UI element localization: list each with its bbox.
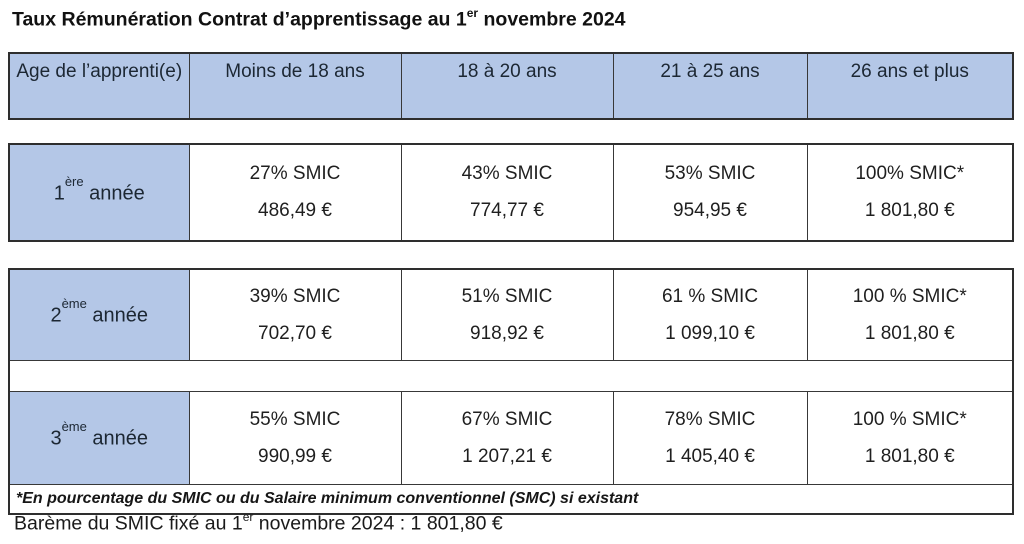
euro-amount: 918,92 € [470, 322, 544, 344]
bareme-suffix: novembre 2024 : 1 801,80 € [253, 512, 503, 535]
smic-percent: 78% SMIC [664, 408, 756, 430]
smic-percent: 100% SMIC* [855, 163, 965, 184]
year-superscript: ème [61, 296, 87, 312]
euro-amount: 990,99 € [258, 445, 332, 467]
table-row-year2: 2ème année 39% SMIC 702,70 € 51% SMIC 918,… [8, 268, 1014, 361]
cell-y1-18-20: 43% SMIC 774,77 € [400, 143, 614, 242]
smic-percent: 27% SMIC [249, 163, 341, 184]
row-label-year3: 3ème année [8, 391, 190, 485]
year-number: 1 [53, 182, 65, 205]
cell-y1-26plus: 100% SMIC* 1 801,80 € [806, 143, 1014, 242]
cell-y1-under18: 27% SMIC 486,49 € [188, 143, 402, 242]
spacer-row [8, 360, 1014, 392]
header-cell-18-20: 18 à 20 ans [400, 52, 614, 120]
header-cell-age: Age de l’apprenti(e) [8, 52, 190, 120]
cell-y3-26plus: 100 % SMIC* 1 801,80 € [806, 391, 1014, 485]
page-title: Taux Rémunération Contrat d’apprentissag… [12, 6, 626, 32]
smic-percent: 100 % SMIC* [852, 285, 967, 307]
euro-amount: 1 801,80 € [864, 445, 955, 467]
smic-percent: 53% SMIC [664, 163, 756, 184]
title-text: Taux Rémunération Contrat d’apprentissag… [12, 8, 456, 31]
header-cell-under18: Moins de 18 ans [188, 52, 402, 120]
spacer-cell [8, 360, 1014, 392]
year1-table: 1ère année 27% SMIC 486,49 € 43% SMIC 774,… [8, 143, 1014, 242]
header-row: Age de l’apprenti(e) Moins de 18 ans 18 … [8, 52, 1014, 120]
smic-percent: 61 % SMIC [661, 285, 759, 307]
year-superscript: ème [61, 419, 87, 435]
cell-y2-18-20: 51% SMIC 918,92 € [400, 268, 614, 361]
footnote-row: *En pourcentage du SMIC ou du Salaire mi… [8, 484, 1014, 515]
year-number: 2 [50, 304, 62, 327]
header-cell-26plus: 26 ans et plus [806, 52, 1014, 120]
title-superscript: er [466, 6, 479, 20]
euro-amount: 1 099,10 € [665, 322, 755, 344]
year-word: année [86, 427, 149, 450]
cell-y2-21-25: 61 % SMIC 1 099,10 € [612, 268, 808, 361]
year-superscript: ère [64, 173, 84, 189]
smic-percent: 67% SMIC [461, 408, 553, 430]
euro-amount: 1 801,80 € [864, 200, 955, 221]
year-number: 3 [50, 427, 62, 450]
cell-y3-21-25: 78% SMIC 1 405,40 € [612, 391, 808, 485]
euro-amount: 1 405,40 € [665, 445, 755, 467]
table-row-year1: 1ère année 27% SMIC 486,49 € 43% SMIC 774,… [8, 143, 1014, 242]
header-cell-21-25: 21 à 25 ans [612, 52, 808, 120]
row-label-year1: 1ère année [8, 143, 190, 242]
title-suffix: novembre 2024 [478, 8, 626, 31]
smic-scale-line: Barème du SMIC fixé au 1er novembre 2024… [14, 510, 503, 536]
euro-amount: 486,49 € [258, 200, 332, 221]
table-row-year3: 3ème année 55% SMIC 990,99 € 67% SMIC 1 20… [8, 391, 1014, 485]
euro-amount: 954,95 € [673, 200, 747, 221]
smic-percent: 100 % SMIC* [852, 408, 967, 430]
euro-amount: 774,77 € [470, 200, 544, 221]
euro-amount: 1 207,21 € [462, 445, 552, 467]
cell-y1-21-25: 53% SMIC 954,95 € [612, 143, 808, 242]
year2-year3-table: 2ème année 39% SMIC 702,70 € 51% SMIC 918,… [8, 268, 1014, 515]
smic-percent: 51% SMIC [461, 285, 553, 307]
bareme-text: Barème du SMIC fixé au [14, 512, 232, 535]
bareme-number: 1 [231, 512, 243, 535]
row-label-year2: 2ème année [8, 268, 190, 361]
header-row-table: Age de l’apprenti(e) Moins de 18 ans 18 … [8, 52, 1014, 120]
euro-amount: 702,70 € [258, 322, 332, 344]
bareme-superscript: er [242, 510, 254, 524]
cell-y3-18-20: 67% SMIC 1 207,21 € [400, 391, 614, 485]
cell-y3-under18: 55% SMIC 990,99 € [188, 391, 402, 485]
smic-percent: 39% SMIC [249, 285, 341, 307]
title-number: 1 [455, 8, 467, 31]
year-word: année [86, 304, 149, 327]
smic-percent: 55% SMIC [249, 408, 341, 430]
cell-y2-26plus: 100 % SMIC* 1 801,80 € [806, 268, 1014, 361]
smic-percent: 43% SMIC [461, 163, 553, 184]
footnote-cell: *En pourcentage du SMIC ou du Salaire mi… [8, 484, 1014, 515]
cell-y2-under18: 39% SMIC 702,70 € [188, 268, 402, 361]
euro-amount: 1 801,80 € [864, 322, 955, 344]
year-word: année [83, 182, 145, 205]
